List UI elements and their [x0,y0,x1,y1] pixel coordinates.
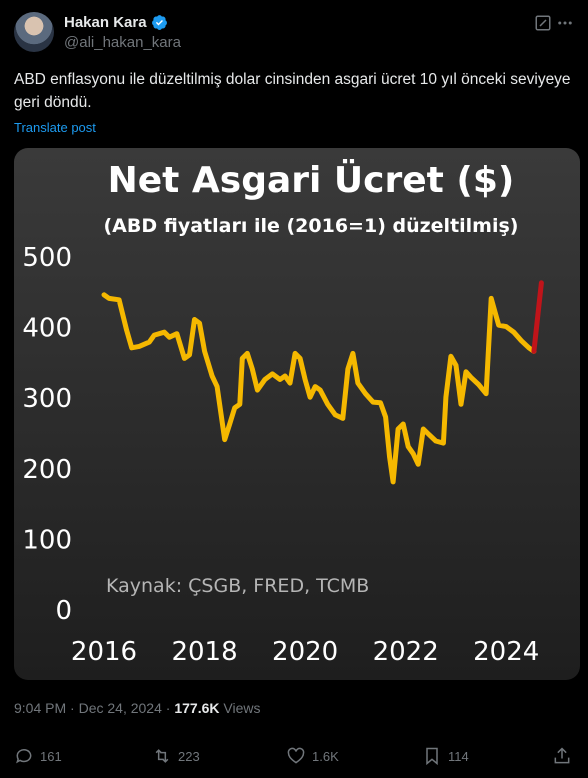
heart-icon [287,747,305,764]
y-tick-label: 200 [22,455,72,485]
y-tick-label: 500 [22,243,72,273]
y-tick-label: 400 [22,314,72,344]
translate-post-link[interactable]: Translate post [14,120,96,135]
grok-icon[interactable] [534,14,552,32]
post-date[interactable]: Dec 24, 2024 [78,700,162,716]
post-image-chart[interactable]: Net Asgari Ücret ($) (ABD fiyatları ile … [14,148,580,680]
avatar[interactable] [14,12,54,52]
chart-subtitle: (ABD fiyatları ile (2016=1) düzeltilmiş) [104,215,519,237]
like-count: 1.6K [312,748,339,764]
post-meta: 9:04 PM · Dec 24, 2024 · 177.6K Views [14,700,260,716]
repost-button[interactable]: 223 [152,746,200,766]
more-options-icon[interactable] [556,14,574,32]
author-name-row: Hakan Kara [64,14,168,31]
x-axis-ticks: 2016 2018 2020 2022 2024 [71,637,539,667]
share-button[interactable] [552,746,572,766]
share-icon [554,747,570,764]
reply-icon [16,749,32,764]
series-line-main [101,292,537,485]
chart-series [101,280,544,485]
bookmark-count: 114 [448,748,469,764]
x-tick-label: 2024 [473,637,539,667]
repost-count: 223 [178,748,200,764]
x-tick-label: 2016 [71,637,137,667]
verified-badge-icon [151,15,167,30]
y-axis-ticks: 0 100 200 300 400 500 [22,243,72,626]
bookmark-button[interactable]: 114 [422,746,469,766]
series-line-latest [531,280,544,354]
views-count: 177.6K [174,700,220,716]
meta-separator: · [165,700,175,716]
meta-separator: · [70,700,79,716]
chart-title: Net Asgari Ücret ($) [108,159,515,201]
y-tick-label: 100 [22,525,72,555]
reply-button[interactable]: 161 [14,746,62,766]
x-tick-label: 2018 [171,637,237,667]
action-bar: 161 223 1.6K 114 [14,746,574,770]
y-tick-label: 300 [22,384,72,414]
chart: Net Asgari Ücret ($) (ABD fiyatları ile … [22,159,544,667]
post-time[interactable]: 9:04 PM [14,700,67,716]
x-tick-label: 2022 [373,637,439,667]
like-button[interactable]: 1.6K [286,746,339,766]
post-header: Hakan Kara @ali_hakan_kara [14,12,574,56]
repost-icon [155,749,169,763]
chart-source: Kaynak: ÇSGB, FRED, TCMB [106,575,369,597]
reply-count: 161 [40,748,62,764]
author-handle[interactable]: @ali_hakan_kara [64,34,181,51]
views-label: Views [223,700,261,716]
y-tick-label: 0 [55,596,72,626]
post-text: ABD enflasyonu ile düzeltilmiş dolar cin… [14,71,571,111]
bookmark-icon [426,747,438,766]
x-tick-label: 2020 [272,637,338,667]
author-name[interactable]: Hakan Kara [64,14,147,31]
